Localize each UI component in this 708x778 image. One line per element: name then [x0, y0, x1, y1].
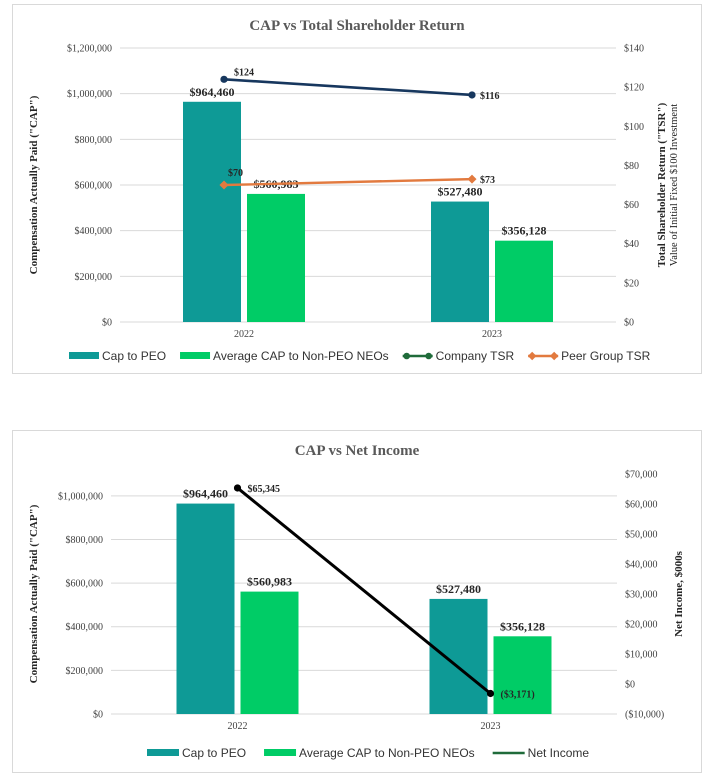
chart-title: CAP vs Net Income: [295, 443, 420, 459]
y2-tick-label: $20: [624, 278, 639, 289]
y-tick-label: $800,000: [75, 135, 113, 146]
y2-tick-label: $20,000: [625, 620, 658, 631]
line-marker: [220, 75, 228, 83]
data-label: $527,480: [438, 185, 483, 199]
x-tick-label: 2022: [234, 329, 254, 340]
data-label: $527,480: [436, 582, 481, 596]
x-tick-label: 2023: [482, 329, 502, 340]
line-marker: [486, 689, 495, 698]
data-label: $356,128: [502, 224, 547, 238]
line-peer-group-tsr: [223, 177, 473, 187]
y2-axis-sublabel: Value of Initial Fixed $100 Investment: [669, 104, 680, 267]
y2-tick-label: $60: [624, 200, 639, 211]
line-marker: [467, 174, 477, 184]
bar-cap-to-peo: [183, 101, 241, 322]
bar-average-cap-to-non-peo-neos: [495, 240, 553, 322]
legend-swatch-marker: [549, 351, 559, 361]
line-marker: [233, 484, 242, 492]
legend-entry: Company TSR: [436, 349, 515, 363]
y-tick-label: $400,000: [75, 226, 113, 237]
bar-average-cap-to-non-peo-neos: [240, 591, 299, 714]
data-label: $116: [480, 91, 499, 102]
y2-tick-label: $80: [624, 161, 639, 172]
x-tick-label: 2022: [228, 721, 248, 732]
data-label: $964,460: [183, 487, 228, 501]
y2-axis-label: Net Income, $000s: [673, 550, 685, 637]
bar-cap-to-peo: [176, 503, 235, 714]
line-net-income: [236, 486, 492, 695]
data-label: $560,983: [247, 575, 292, 589]
y2-tick-label: $10,000: [625, 650, 658, 661]
y2-tick-label: $100: [624, 122, 644, 133]
legend-swatch-marker: [527, 351, 537, 361]
chart-cap-vs-tsr: CAP vs Total Shareholder Return $0 $200,0…: [12, 4, 702, 374]
chart-cap-vs-tsr-svg: CAP vs Total Shareholder Return $0 $200,0…: [28, 18, 680, 363]
y-tick-label: $1,000,000: [67, 89, 112, 100]
chart-title: CAP vs Total Shareholder Return: [249, 18, 465, 34]
legend-entry: Peer Group TSR: [561, 349, 650, 363]
y-tick-label: $1,000,000: [58, 491, 103, 502]
legend-entry: Average CAP to Non-PEO NEOs: [213, 349, 389, 363]
y-tick-label: $0: [102, 318, 112, 329]
data-label: $356,128: [500, 619, 545, 633]
line-company-tsr: [223, 78, 473, 97]
y2-tick-label: $140: [624, 44, 644, 55]
y2-tick-label: $70,000: [625, 470, 658, 481]
bar-average-cap-to-non-peo-neos: [493, 636, 552, 714]
legend-entry: Average CAP to Non-PEO NEOs: [299, 746, 475, 760]
y2-tick-label: $50,000: [625, 530, 658, 541]
legend-swatch-marker: [425, 352, 432, 360]
bar-average-cap-to-non-peo-neos: [247, 193, 305, 322]
legend-swatch: [180, 352, 211, 359]
data-label: $73: [480, 175, 495, 186]
x-tick-label: 2023: [481, 721, 501, 732]
y-axis-label: Compensation Actually Paid ("CAP"): [28, 504, 40, 683]
line-marker: [219, 180, 229, 190]
y2-tick-label: $0: [625, 680, 635, 691]
legend-entry: Net Income: [528, 746, 590, 760]
legend-swatch: [264, 749, 297, 756]
data-label: $65,345: [248, 484, 281, 495]
legend-entry: Cap to PEO: [182, 746, 246, 760]
data-label: $124: [234, 67, 254, 78]
legend-entry: Cap to PEO: [102, 349, 166, 363]
y2-tick-label: $40: [624, 239, 639, 250]
y-tick-label: $200,000: [75, 272, 113, 283]
y-tick-label: $1,200,000: [67, 44, 112, 55]
data-label: ($3,171): [501, 690, 535, 701]
legend-swatch: [69, 352, 99, 359]
y2-tick-label: $30,000: [625, 590, 658, 601]
y2-tick-label: $0: [624, 318, 634, 329]
line-marker: [468, 91, 476, 99]
y2-tick-label: ($10,000): [625, 710, 664, 721]
bar-cap-to-peo: [429, 598, 488, 714]
y2-tick-label: $120: [624, 83, 644, 94]
y2-tick-label: $60,000: [625, 500, 658, 511]
y2-tick-label: $40,000: [625, 560, 658, 571]
y-axis-label: Compensation Actually Paid ("CAP"): [28, 95, 40, 274]
y2-axis-label: Total Shareholder Return ("TSR"): [656, 102, 668, 267]
y-tick-label: $0: [93, 710, 103, 721]
chart-cap-vs-net-income: CAP vs Net Income $0 $200,000 $400,000 $600…: [12, 430, 702, 773]
legend-swatch: [147, 749, 179, 756]
y-tick-label: $200,000: [66, 666, 104, 677]
data-label: $964,460: [190, 85, 235, 99]
y-tick-label: $800,000: [66, 535, 104, 546]
data-label: $70: [228, 168, 243, 179]
legend-swatch-marker: [403, 352, 410, 360]
bar-cap-to-peo: [431, 201, 489, 322]
chart-cap-vs-net-income-svg: CAP vs Net Income $0 $200,000 $400,000 $600…: [28, 443, 685, 760]
y-tick-label: $600,000: [75, 181, 113, 192]
y-tick-label: $400,000: [66, 622, 104, 633]
y-tick-label: $600,000: [66, 579, 104, 590]
